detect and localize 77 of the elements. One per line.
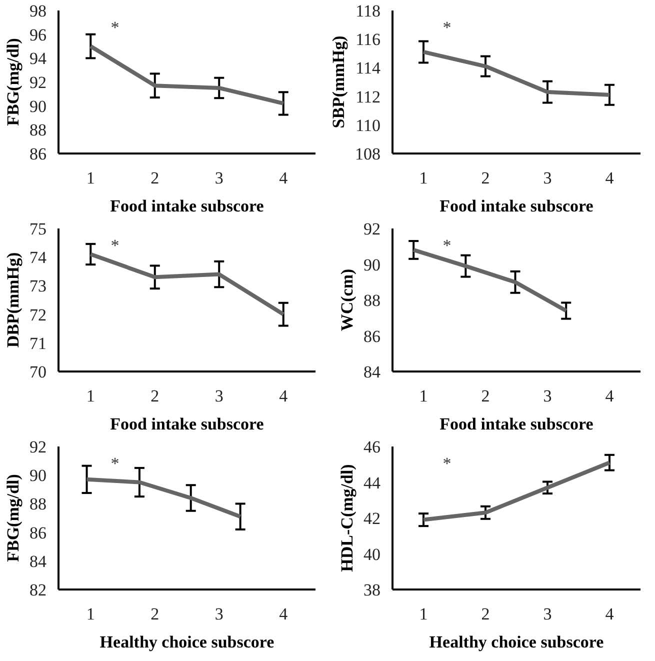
y-tick-label: 92 [364,220,380,238]
y-tick-label: 75 [30,220,46,238]
y-axis-title: DBP(mmHg) [4,252,22,348]
x-tick-label: 3 [543,168,552,188]
y-tick-label: 82 [30,580,46,600]
x-tick-label: 4 [605,604,614,624]
annotation: * [110,18,120,38]
x-tick-label: 1 [419,168,428,188]
x-tick-label: 4 [279,386,288,406]
y-tick-label: 94 [30,49,47,68]
y-axis-title: WC(cm) [338,268,356,332]
y-tick-label: 73 [30,276,46,296]
y-tick-label: 90 [30,96,46,116]
y-tick-label: 110 [356,116,381,135]
x-tick-label: 1 [419,604,428,624]
y-tick-label: 86 [30,523,46,542]
y-tick-label: 112 [356,87,381,106]
y-tick-label: 86 [364,326,380,346]
x-axis-title: Healthy choice subscore [100,632,275,652]
y-tick-label: 92 [30,438,46,456]
x-tick-label: 3 [214,168,224,188]
x-tick-label: 4 [279,604,288,624]
annotation: * [442,454,452,474]
x-tick-label: 1 [86,604,95,624]
y-tick-label: 38 [364,580,380,600]
x-axis-title: Healthy choice subscore [429,632,604,652]
x-axis-title: Food intake subscore [110,414,264,434]
y-tick-label: 118 [356,2,381,20]
x-axis-title: Food intake subscore [440,414,594,434]
y-tick-label: 71 [30,334,46,353]
x-tick-label: 4 [605,386,614,406]
y-tick-label: 88 [364,291,380,310]
y-tick-label: 98 [30,2,46,20]
x-tick-label: 2 [150,168,160,188]
x-tick-label: 3 [214,604,224,624]
x-axis-title: Food intake subscore [110,196,264,216]
y-tick-label: 72 [30,305,46,324]
x-tick-label: 1 [86,386,95,406]
annotation: * [110,236,120,256]
y-tick-label: 44 [364,473,381,492]
x-tick-label: 2 [150,386,160,406]
y-tick-label: 96 [30,25,46,44]
x-tick-label: 1 [86,168,95,188]
y-tick-label: 88 [30,120,46,140]
x-tick-label: 3 [543,604,552,624]
x-tick-label: 2 [481,604,490,624]
y-tick-label: 74 [30,248,47,268]
y-axis-title: FBG(mg/dl) [4,474,22,562]
y-tick-label: 108 [355,144,380,164]
x-tick-label: 3 [543,386,552,406]
x-tick-label: 1 [419,386,428,406]
annotation: * [442,236,452,256]
y-tick-label: 116 [356,30,381,50]
y-axis-title: SBP(mmHg) [329,36,348,128]
y-tick-label: 84 [30,552,47,571]
annotation: * [110,454,120,474]
y-axis-title: HDL-C(mg/dl) [338,464,356,572]
y-tick-label: 114 [356,58,381,78]
y-tick-label: 88 [30,494,46,514]
x-tick-label: 2 [481,386,490,406]
y-axis-title: FBG(mg/dl) [4,38,22,126]
x-axis-title: Food intake subscore [440,196,594,216]
y-tick-label: 86 [30,144,46,164]
x-tick-label: 2 [481,168,490,188]
y-tick-label: 42 [364,509,380,528]
y-tick-label: 46 [364,438,380,456]
y-tick-label: 84 [364,362,381,382]
y-tick-label: 40 [364,544,380,564]
y-tick-label: 90 [364,255,380,274]
x-tick-label: 3 [214,386,224,406]
y-tick-label: 92 [30,73,46,92]
x-tick-label: 4 [605,168,614,188]
annotation: * [442,18,452,38]
y-tick-label: 90 [30,466,46,486]
x-tick-label: 2 [150,604,160,624]
x-tick-label: 4 [279,168,288,188]
y-tick-label: 70 [30,362,46,382]
